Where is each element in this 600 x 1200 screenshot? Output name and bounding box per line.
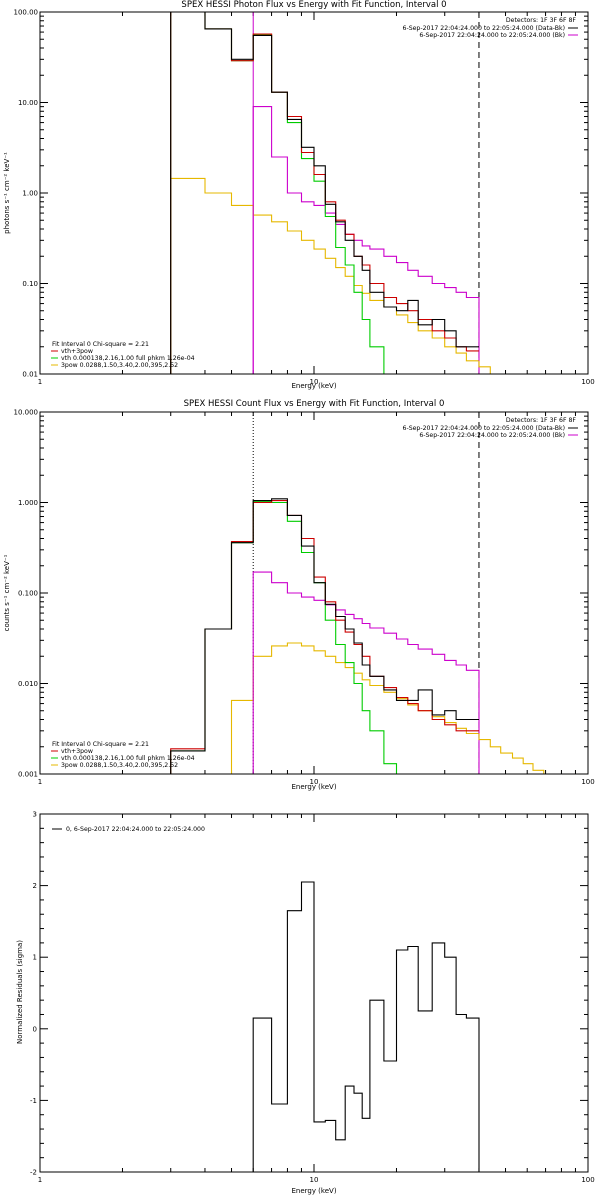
- x-tick-label: 1: [38, 778, 42, 786]
- x-tick-label: 100: [581, 1176, 594, 1184]
- legend-entry: 6-Sep-2017 22:04:24.000 to 22:05:24.000 …: [403, 425, 565, 432]
- y-tick-label: 1: [33, 954, 37, 962]
- series-group: [170, 498, 554, 775]
- series-group: [170, 11, 513, 375]
- fit-legend-entry: 3pow 0.0288,1.50,3.40,2.00,395,2.52: [61, 762, 178, 769]
- series-group: [252, 881, 480, 1172]
- y-tick-label: 0.010: [18, 680, 38, 688]
- axis-ticks: 1 10 100 0.01 0.10 1.00 10.00 100.00: [14, 9, 595, 387]
- panel-title: SPEX HESSI Photon Flux vs Energy with Fi…: [181, 0, 446, 10]
- plot-frame: [39, 11, 589, 375]
- panel-title: SPEX HESSI Count Flux vs Energy with Fit…: [184, 399, 445, 409]
- fit-legend-entry: vth 0.000138,2.16,1.00 full phkm 1.26e-0…: [61, 755, 195, 762]
- series-line-data-bk: [170, 498, 479, 774]
- x-tick-label: 10: [310, 1176, 319, 1184]
- series-line-3pow: [170, 642, 479, 775]
- y-tick-label: 0.001: [18, 771, 38, 779]
- x-axis-label: Energy (keV): [291, 783, 336, 791]
- fit-legend-entry: 3pow 0.0288,1.50,3.40,2.00,395,2.52: [61, 362, 178, 369]
- series-line-vth: [170, 501, 479, 775]
- count-flux-panel: SPEX HESSI Count Flux vs Energy with Fit…: [3, 399, 595, 791]
- y-axis-label: counts s⁻¹ cm⁻² keV⁻¹: [3, 554, 11, 631]
- x-axis-label: Energy (keV): [291, 382, 336, 390]
- y-tick-label: 1.00: [22, 190, 38, 198]
- x-axis-label: Energy (keV): [291, 1187, 336, 1195]
- x-tick-label: 100: [581, 378, 594, 386]
- y-tick-label: 10.00: [18, 99, 38, 107]
- series-line-bk: [252, 106, 480, 374]
- series-line-vth-3pow: [170, 11, 479, 374]
- legend-entry: 6-Sep-2017 22:04:24.000 to 22:05:24.000 …: [419, 432, 565, 439]
- y-tick-label: 100.00: [14, 9, 39, 17]
- residuals-legend: 0, 6-Sep-2017 22:04:24.000 to 22:05:24.0…: [52, 826, 205, 833]
- fit-legend-entry: vth+3pow: [61, 748, 93, 755]
- y-tick-label: 0.100: [18, 590, 38, 598]
- y-axis-label: Normalized Residuals (sigma): [16, 940, 24, 1044]
- x-tick-label: 1: [38, 1176, 42, 1184]
- legend-entry: 6-Sep-2017 22:04:24.000 to 22:05:24.000 …: [419, 32, 565, 39]
- series-line-bk: [252, 571, 480, 774]
- photon-flux-panel: SPEX HESSI Photon Flux vs Energy with Fi…: [3, 0, 595, 390]
- y-tick-label: 1.000: [18, 499, 38, 507]
- legend-detectors: Detectors: 1F 3F 6F 8F: [506, 17, 577, 24]
- series-line-0: [252, 881, 480, 1172]
- legend-top-right: Detectors: 1F 3F 6F 8F 6-Sep-2017 22:04:…: [403, 417, 578, 439]
- fit-legend-entry: vth+3pow: [61, 348, 93, 355]
- fit-legend-header: Fit Interval 0 Chi-square = 2.21: [52, 341, 149, 348]
- y-tick-label: 3: [33, 811, 37, 819]
- x-tick-label: 10: [310, 378, 319, 386]
- residuals-panel: Energy (keV) Normalized Residuals (sigma…: [16, 811, 595, 1196]
- plot-frame: [39, 411, 589, 775]
- series-line-3pow-tail: [478, 360, 513, 375]
- y-tick-label: 2: [33, 882, 37, 890]
- legend-entry: 6-Sep-2017 22:04:24.000 to 22:05:24.000 …: [403, 25, 565, 32]
- axis-ticks: 1 10 100 -2 -1 0 1 2 3: [30, 811, 595, 1185]
- legend-bottom-left: Fit Interval 0 Chi-square = 2.21 vth+3po…: [51, 741, 195, 769]
- x-tick-label: 1: [38, 378, 42, 386]
- series-line-vth-3pow: [170, 500, 479, 774]
- legend-bottom-left: Fit Interval 0 Chi-square = 2.21 vth+3po…: [51, 341, 195, 369]
- plot-frame: [39, 813, 589, 1173]
- y-tick-label: 0.01: [22, 371, 38, 379]
- fit-legend-entry: vth 0.000138,2.16,1.00 full phkm 1.26e-0…: [61, 355, 195, 362]
- y-axis-label: photons s⁻¹ cm⁻² keV⁻¹: [3, 152, 11, 234]
- y-tick-label: 0: [33, 1025, 37, 1033]
- y-tick-label: -2: [30, 1169, 37, 1177]
- y-tick-label: 0.10: [22, 280, 38, 288]
- y-tick-label: -1: [30, 1097, 37, 1105]
- series-line-3pow-tail: [478, 733, 554, 775]
- legend-detectors: Detectors: 1F 3F 6F 8F: [506, 417, 577, 424]
- series-line-data-bk: [170, 11, 479, 374]
- fit-legend-header: Fit Interval 0 Chi-square = 2.21: [52, 741, 149, 748]
- x-tick-label: 10: [310, 778, 319, 786]
- legend-top-right: Detectors: 1F 3F 6F 8F 6-Sep-2017 22:04:…: [403, 17, 578, 39]
- y-tick-label: 10.000: [14, 409, 39, 417]
- x-tick-label: 100: [581, 778, 594, 786]
- legend-entry: 0, 6-Sep-2017 22:04:24.000 to 22:05:24.0…: [66, 826, 205, 833]
